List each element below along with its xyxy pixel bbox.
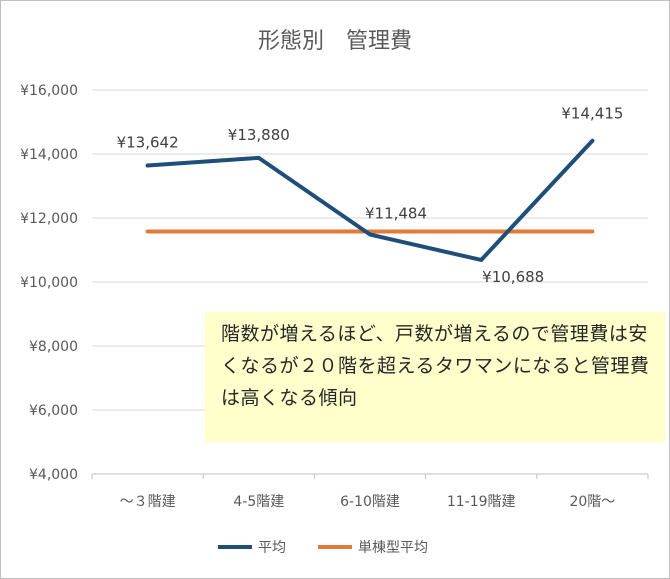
annotation-text: 階数が増えるほど、戸数が増えるので管理費は安くなるが２０階を超えるタワマンになる… (221, 323, 650, 409)
data-label: ¥14,415 (561, 105, 623, 123)
legend-label: 単棟型平均 (358, 540, 428, 556)
x-tick-label: 11-19階建 (447, 494, 516, 510)
data-labels: ¥13,642 ¥13,880 ¥11,484 ¥10,688 ¥14,415 (117, 105, 624, 286)
x-tick-label: 6-10階建 (340, 494, 400, 510)
legend-label: 平均 (258, 540, 286, 556)
y-axis-ticks: ¥4,000 ¥6,000 ¥8,000 ¥10,000 ¥12,000 ¥14,000 ¥… (20, 83, 78, 483)
data-label: ¥11,484 (365, 205, 427, 223)
y-tick-label: ¥4,000 (29, 467, 78, 483)
x-tick-label: ～３階建 (120, 494, 176, 510)
x-tick-label: 4-5階建 (233, 494, 284, 510)
y-tick-label: ¥14,000 (20, 147, 78, 163)
y-tick-label: ¥10,000 (20, 275, 78, 291)
y-tick-label: ¥16,000 (20, 83, 78, 99)
annotation-box: 階数が増えるほど、戸数が増えるので管理費は安くなるが２０階を超えるタワマンになる… (205, 312, 665, 442)
y-tick-label: ¥6,000 (29, 403, 78, 419)
legend: 平均 単棟型平均 (218, 540, 428, 556)
series-line-1 (145, 138, 595, 262)
x-axis-ticks: ～３階建 4-5階建 6-10階建 11-19階建 20階～ (91, 474, 649, 510)
y-tick-label: ¥8,000 (29, 339, 78, 355)
data-label: ¥10,688 (482, 268, 544, 286)
x-tick-label: 20階～ (569, 494, 615, 510)
y-tick-label: ¥12,000 (20, 211, 78, 227)
data-label: ¥13,880 (228, 126, 290, 144)
chart-title: 形態別 管理費 (258, 29, 412, 54)
series-lines (145, 138, 595, 262)
data-label: ¥13,642 (117, 133, 179, 151)
